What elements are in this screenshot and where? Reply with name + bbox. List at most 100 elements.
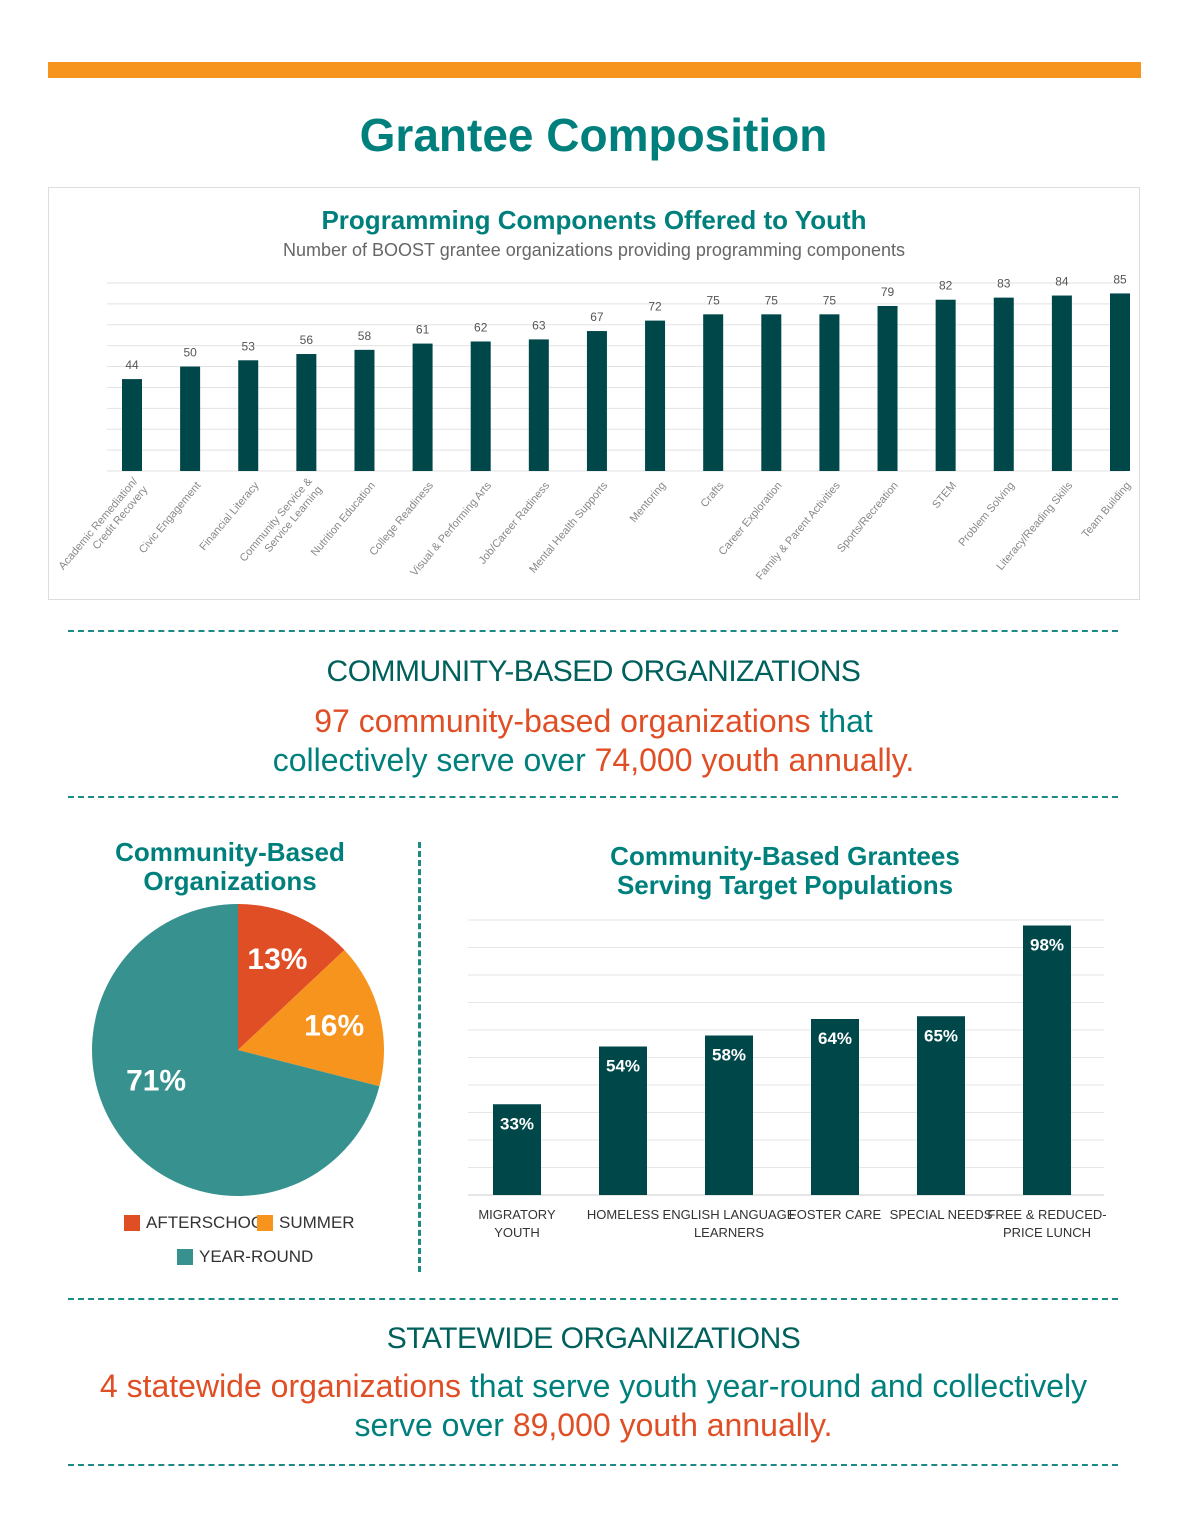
pie-label: 13% — [247, 943, 307, 976]
data-label: 54% — [606, 1057, 640, 1076]
legend-swatch — [177, 1249, 193, 1265]
bar — [1023, 925, 1071, 1195]
data-label: 58 — [358, 329, 372, 343]
cbo-text: that — [810, 703, 873, 739]
divider — [68, 796, 1118, 798]
cbo-statement: 97 community-based organizations that co… — [0, 702, 1187, 780]
chart-frame — [48, 187, 1140, 600]
data-label: 72 — [648, 300, 662, 314]
chart-title: Programming Components Offered to Youth — [321, 205, 867, 235]
data-label: 75 — [765, 293, 779, 307]
bar — [917, 1016, 965, 1195]
bar — [819, 314, 840, 471]
pie-label: 16% — [304, 1009, 364, 1042]
bar — [703, 314, 724, 471]
bar — [599, 1046, 647, 1195]
bar — [645, 320, 666, 471]
bar — [412, 343, 433, 471]
pie-label: 71% — [126, 1064, 186, 1097]
data-label: 75 — [823, 293, 837, 307]
bar — [877, 305, 898, 471]
target-populations-chart: 33% MIGRATORY YOUTH 54% HOMELESS 58% ENGLISH L… — [468, 919, 1107, 1240]
data-label: 75 — [706, 293, 720, 307]
page-title: Grantee Composition — [359, 109, 828, 161]
legend-item-summer: SUMMER — [257, 1213, 355, 1233]
data-label: 84 — [1055, 275, 1069, 289]
legend-label: AFTERSCHOOL — [146, 1213, 274, 1232]
legend-label: YEAR-ROUND — [199, 1247, 314, 1266]
pie-chart: 13% 16% 71% — [92, 904, 384, 1196]
pie-slice-afterschool — [238, 904, 345, 1050]
legend-item-afterschool: AFTERSCHOOL — [124, 1213, 274, 1233]
bar — [993, 297, 1014, 471]
data-label: 82 — [939, 279, 953, 293]
cbo-highlight-count: 97 community-based organizations — [314, 703, 811, 739]
data-label: 61 — [416, 323, 430, 337]
cbo-text: collectively serve over — [272, 742, 595, 778]
bar — [354, 349, 375, 471]
bar — [705, 1035, 753, 1195]
category-label: SPECIAL NEEDS — [890, 1207, 993, 1222]
bar — [1051, 295, 1072, 471]
bar — [528, 339, 549, 471]
accent-bar — [48, 62, 1141, 78]
statewide-heading: STATEWIDE ORGANIZATIONS — [386, 1322, 801, 1355]
bar — [493, 1104, 541, 1195]
target-populations-title: Community-Based Grantees Serving Target … — [610, 841, 960, 900]
bar — [586, 331, 607, 471]
data-label: 33% — [500, 1114, 534, 1133]
statewide-statement: 4 statewide organizations that serve you… — [0, 1367, 1187, 1445]
data-label: 56 — [300, 333, 314, 347]
statewide-highlight-count: 4 statewide organizations — [99, 1368, 461, 1404]
bar — [180, 366, 201, 471]
vertical-divider — [418, 842, 421, 1272]
statewide-text: serve over — [354, 1407, 513, 1443]
data-label: 64% — [818, 1029, 852, 1048]
category-label: PRICE LUNCH — [1003, 1225, 1091, 1240]
data-label: 50 — [183, 346, 197, 360]
category-label: HOMELESS — [587, 1207, 660, 1222]
statewide-highlight-youth: 89,000 youth annually. — [512, 1407, 833, 1443]
data-label: 98% — [1030, 936, 1064, 955]
category-label: FREE & REDUCED- — [987, 1207, 1106, 1222]
legend-label: SUMMER — [279, 1213, 355, 1232]
divider — [68, 1298, 1118, 1300]
category-label: MIGRATORY — [478, 1207, 556, 1222]
data-label: 53 — [242, 339, 256, 353]
chart-subtitle: Number of BOOST grantee organizations pr… — [283, 240, 905, 260]
category-label: ENGLISH LANGUAGE — [663, 1207, 796, 1222]
data-label: 63 — [532, 318, 546, 332]
data-label: 83 — [997, 277, 1011, 291]
category-label: YOUTH — [494, 1225, 540, 1240]
bar — [296, 354, 317, 471]
data-label: 58% — [712, 1046, 746, 1065]
divider — [68, 630, 1118, 632]
pie-slice-year-round — [92, 904, 380, 1196]
bar — [470, 341, 491, 471]
legend-item-year-round: YEAR-ROUND — [177, 1247, 313, 1267]
data-label: 62 — [474, 320, 488, 334]
bar — [122, 379, 142, 471]
data-label: 85 — [1113, 272, 1127, 286]
statewide-text: that serve youth year-round and collecti… — [461, 1368, 1088, 1404]
bar — [1110, 293, 1130, 471]
category-label: FOSTER CARE — [789, 1207, 882, 1222]
legend-swatch — [257, 1215, 273, 1231]
data-label: 44 — [125, 358, 139, 372]
bar — [238, 360, 259, 471]
cbo-heading: COMMUNITY-BASED ORGANIZATIONS — [326, 655, 861, 688]
bar — [761, 314, 782, 471]
data-label: 79 — [881, 285, 895, 299]
pie-slice-summer — [238, 950, 384, 1087]
cbo-highlight-youth: 74,000 youth annually. — [594, 742, 915, 778]
data-label: 67 — [590, 310, 604, 324]
bar — [935, 299, 956, 471]
data-label: 65% — [924, 1026, 958, 1045]
pie-title: Community-Based Organizations — [115, 837, 345, 896]
category-label: LEARNERS — [694, 1225, 764, 1240]
divider — [68, 1464, 1118, 1466]
legend-swatch — [124, 1215, 140, 1231]
bar — [811, 1019, 859, 1195]
